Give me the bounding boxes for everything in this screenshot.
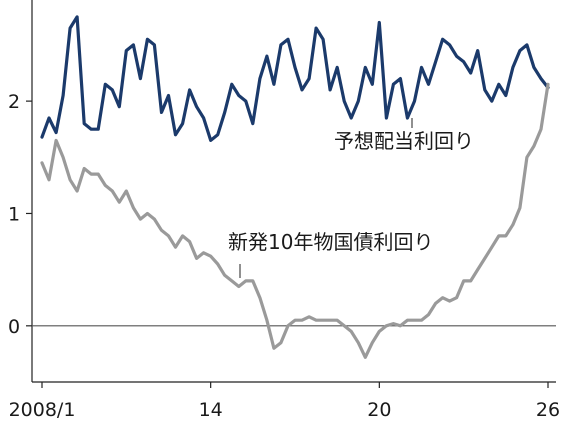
chart-series: [40, 15, 550, 359]
y-tick-label: 1: [8, 203, 20, 225]
y-tick-label: 0: [8, 316, 20, 338]
series-line-jgb-yield: [40, 82, 550, 359]
chart-axes: 0 1 2 2008/1 14 20 26: [8, 0, 560, 421]
x-tick-label: 26: [536, 399, 560, 421]
series-label: 予想配当利回り: [334, 129, 474, 153]
series-line-dividend-yield: [40, 15, 550, 142]
x-tick-label: 14: [199, 399, 223, 421]
series-label: 新発10年物国債利回り: [228, 230, 433, 254]
x-tick-label: 2008/1: [9, 399, 76, 421]
x-tick-label: 20: [367, 399, 391, 421]
y-tick-label: 2: [8, 91, 20, 113]
